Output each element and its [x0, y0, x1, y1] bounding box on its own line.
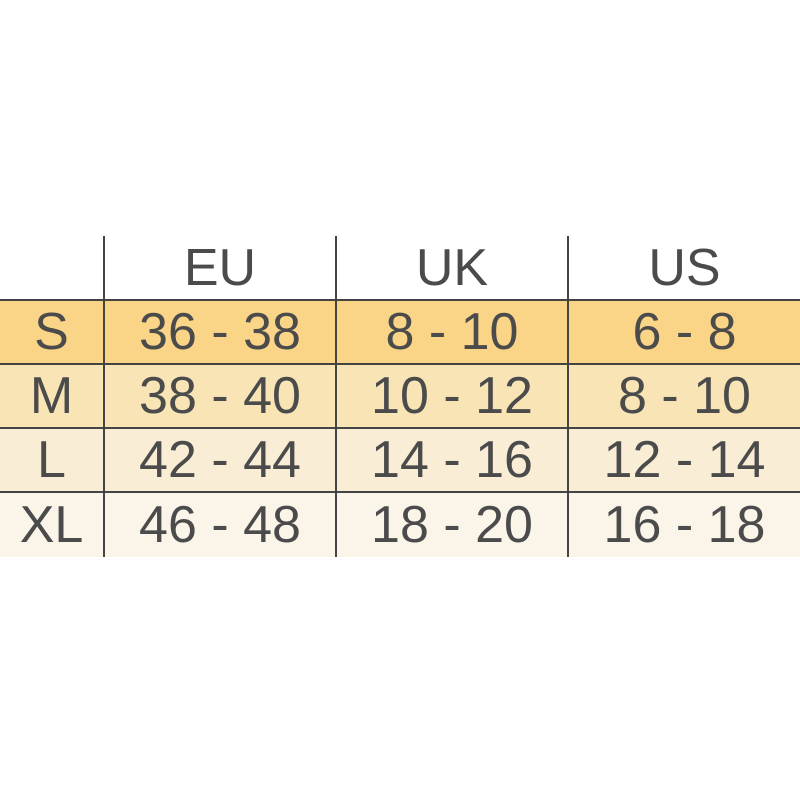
table-row-xl: XL 46 - 48 18 - 20 16 - 18	[0, 493, 800, 557]
cell-m-eu: 38 - 40	[103, 365, 335, 427]
table-row-m: M 38 - 40 10 - 12 8 - 10	[0, 365, 800, 429]
cell-xl-us: 16 - 18	[567, 493, 800, 557]
size-label-l: L	[37, 431, 66, 489]
cell-s-uk: 8 - 10	[335, 301, 567, 363]
size-label-xl: XL	[19, 496, 84, 554]
size-label-s: S	[34, 303, 69, 361]
cell-l-us: 12 - 14	[567, 429, 800, 491]
cell-m-uk: 10 - 12	[335, 365, 567, 427]
header-cell-uk: UK	[335, 236, 567, 299]
cell-xl-eu: 46 - 48	[103, 493, 335, 557]
table-row-s: S 36 - 38 8 - 10 6 - 8	[0, 301, 800, 365]
table-row-l: L 42 - 44 14 - 16 12 - 14	[0, 429, 800, 493]
cell-xl-uk: 18 - 20	[335, 493, 567, 557]
header-cell-us: US	[567, 236, 800, 299]
cell-l-uk: 14 - 16	[335, 429, 567, 491]
cell-m-us: 8 - 10	[567, 365, 800, 427]
table-header-row: EU UK US	[0, 236, 800, 301]
header-cell-size	[0, 236, 103, 299]
cell-s-us: 6 - 8	[567, 301, 800, 363]
size-conversion-table: EU UK US S 36 - 38 8 - 10 6 - 8 M 38 - 4…	[0, 236, 800, 557]
cell-s-eu: 36 - 38	[103, 301, 335, 363]
header-cell-eu: EU	[103, 236, 335, 299]
size-label-m: M	[29, 367, 74, 425]
cell-l-eu: 42 - 44	[103, 429, 335, 491]
